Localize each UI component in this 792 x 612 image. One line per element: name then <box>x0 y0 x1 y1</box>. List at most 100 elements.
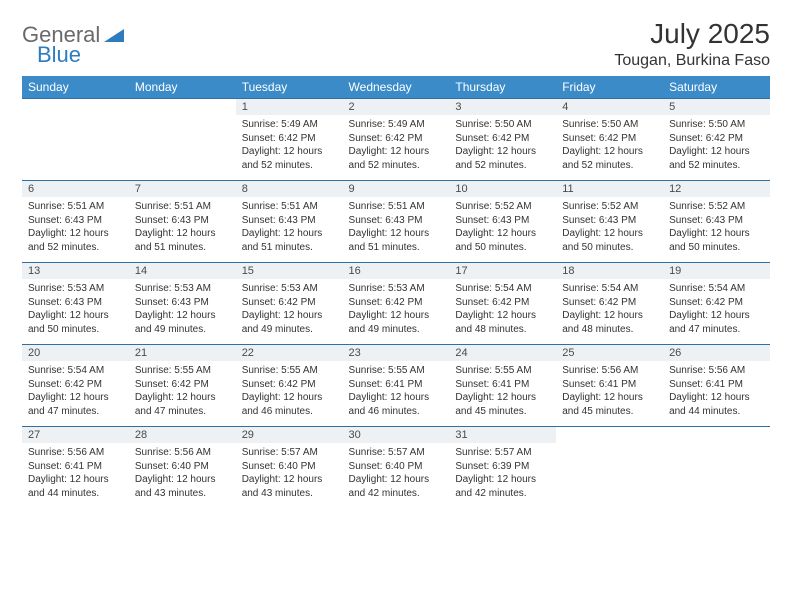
day-details: Sunrise: 5:57 AMSunset: 6:40 PMDaylight:… <box>343 443 450 504</box>
day-details: Sunrise: 5:50 AMSunset: 6:42 PMDaylight:… <box>663 115 770 176</box>
day-number: 4 <box>556 98 663 115</box>
location: Tougan, Burkina Faso <box>614 52 770 70</box>
day-number: 2 <box>343 98 450 115</box>
day-details: Sunrise: 5:51 AMSunset: 6:43 PMDaylight:… <box>236 197 343 258</box>
day-number: 8 <box>236 180 343 197</box>
day-number: 15 <box>236 262 343 279</box>
day-number: 29 <box>236 426 343 443</box>
calendar-cell: 22Sunrise: 5:55 AMSunset: 6:42 PMDayligh… <box>236 344 343 426</box>
calendar-cell: 6Sunrise: 5:51 AMSunset: 6:43 PMDaylight… <box>22 180 129 262</box>
day-number: 22 <box>236 344 343 361</box>
day-number: 1 <box>236 98 343 115</box>
day-details: Sunrise: 5:53 AMSunset: 6:42 PMDaylight:… <box>343 279 450 340</box>
calendar-row: 6Sunrise: 5:51 AMSunset: 6:43 PMDaylight… <box>22 180 770 262</box>
calendar-cell: 8Sunrise: 5:51 AMSunset: 6:43 PMDaylight… <box>236 180 343 262</box>
day-number: 21 <box>129 344 236 361</box>
day-details: Sunrise: 5:55 AMSunset: 6:42 PMDaylight:… <box>236 361 343 422</box>
day-details: Sunrise: 5:49 AMSunset: 6:42 PMDaylight:… <box>343 115 450 176</box>
calendar-cell: 10Sunrise: 5:52 AMSunset: 6:43 PMDayligh… <box>449 180 556 262</box>
day-number: 7 <box>129 180 236 197</box>
day-number: 23 <box>343 344 450 361</box>
calendar-cell: 13Sunrise: 5:53 AMSunset: 6:43 PMDayligh… <box>22 262 129 344</box>
calendar-cell: 16Sunrise: 5:53 AMSunset: 6:42 PMDayligh… <box>343 262 450 344</box>
weekday-header: Sunday <box>22 76 129 98</box>
day-number-empty <box>22 98 129 115</box>
day-number: 9 <box>343 180 450 197</box>
logo-blue-line: Blue <box>37 42 81 68</box>
day-details: Sunrise: 5:55 AMSunset: 6:42 PMDaylight:… <box>129 361 236 422</box>
calendar-row: 1Sunrise: 5:49 AMSunset: 6:42 PMDaylight… <box>22 98 770 180</box>
calendar-cell: 28Sunrise: 5:56 AMSunset: 6:40 PMDayligh… <box>129 426 236 512</box>
day-details: Sunrise: 5:51 AMSunset: 6:43 PMDaylight:… <box>129 197 236 258</box>
day-details: Sunrise: 5:53 AMSunset: 6:42 PMDaylight:… <box>236 279 343 340</box>
day-details: Sunrise: 5:49 AMSunset: 6:42 PMDaylight:… <box>236 115 343 176</box>
day-number: 13 <box>22 262 129 279</box>
day-number: 31 <box>449 426 556 443</box>
logo-triangle-icon <box>104 26 124 47</box>
day-number: 16 <box>343 262 450 279</box>
calendar-cell: 9Sunrise: 5:51 AMSunset: 6:43 PMDaylight… <box>343 180 450 262</box>
calendar-cell: 12Sunrise: 5:52 AMSunset: 6:43 PMDayligh… <box>663 180 770 262</box>
day-number-empty <box>663 426 770 443</box>
day-number: 19 <box>663 262 770 279</box>
day-details: Sunrise: 5:56 AMSunset: 6:41 PMDaylight:… <box>22 443 129 504</box>
day-number: 27 <box>22 426 129 443</box>
calendar-row: 20Sunrise: 5:54 AMSunset: 6:42 PMDayligh… <box>22 344 770 426</box>
weekday-header-row: SundayMondayTuesdayWednesdayThursdayFrid… <box>22 76 770 98</box>
day-number: 12 <box>663 180 770 197</box>
day-number: 14 <box>129 262 236 279</box>
calendar-cell <box>663 426 770 512</box>
day-number: 28 <box>129 426 236 443</box>
calendar-cell: 7Sunrise: 5:51 AMSunset: 6:43 PMDaylight… <box>129 180 236 262</box>
calendar-cell: 15Sunrise: 5:53 AMSunset: 6:42 PMDayligh… <box>236 262 343 344</box>
calendar-cell: 20Sunrise: 5:54 AMSunset: 6:42 PMDayligh… <box>22 344 129 426</box>
calendar-cell <box>22 98 129 180</box>
day-number: 17 <box>449 262 556 279</box>
day-details: Sunrise: 5:54 AMSunset: 6:42 PMDaylight:… <box>449 279 556 340</box>
calendar-cell <box>556 426 663 512</box>
day-number: 26 <box>663 344 770 361</box>
day-number: 18 <box>556 262 663 279</box>
weekday-header: Thursday <box>449 76 556 98</box>
day-number: 20 <box>22 344 129 361</box>
day-number-empty <box>556 426 663 443</box>
calendar-cell: 29Sunrise: 5:57 AMSunset: 6:40 PMDayligh… <box>236 426 343 512</box>
day-details: Sunrise: 5:54 AMSunset: 6:42 PMDaylight:… <box>663 279 770 340</box>
day-details: Sunrise: 5:52 AMSunset: 6:43 PMDaylight:… <box>663 197 770 258</box>
calendar-cell: 30Sunrise: 5:57 AMSunset: 6:40 PMDayligh… <box>343 426 450 512</box>
calendar-cell: 18Sunrise: 5:54 AMSunset: 6:42 PMDayligh… <box>556 262 663 344</box>
calendar-cell: 21Sunrise: 5:55 AMSunset: 6:42 PMDayligh… <box>129 344 236 426</box>
calendar-cell: 27Sunrise: 5:56 AMSunset: 6:41 PMDayligh… <box>22 426 129 512</box>
calendar-cell: 25Sunrise: 5:56 AMSunset: 6:41 PMDayligh… <box>556 344 663 426</box>
day-number-empty <box>129 98 236 115</box>
calendar-cell: 19Sunrise: 5:54 AMSunset: 6:42 PMDayligh… <box>663 262 770 344</box>
title-block: July 2025 Tougan, Burkina Faso <box>614 18 770 70</box>
calendar-row: 13Sunrise: 5:53 AMSunset: 6:43 PMDayligh… <box>22 262 770 344</box>
header: General July 2025 Tougan, Burkina Faso <box>22 18 770 70</box>
day-number: 10 <box>449 180 556 197</box>
weekday-header: Tuesday <box>236 76 343 98</box>
calendar-cell: 1Sunrise: 5:49 AMSunset: 6:42 PMDaylight… <box>236 98 343 180</box>
day-number: 11 <box>556 180 663 197</box>
month-title: July 2025 <box>614 18 770 50</box>
weekday-header: Wednesday <box>343 76 450 98</box>
calendar-cell: 24Sunrise: 5:55 AMSunset: 6:41 PMDayligh… <box>449 344 556 426</box>
weekday-header: Monday <box>129 76 236 98</box>
day-details: Sunrise: 5:55 AMSunset: 6:41 PMDaylight:… <box>343 361 450 422</box>
day-details: Sunrise: 5:52 AMSunset: 6:43 PMDaylight:… <box>556 197 663 258</box>
calendar-cell: 31Sunrise: 5:57 AMSunset: 6:39 PMDayligh… <box>449 426 556 512</box>
day-details: Sunrise: 5:56 AMSunset: 6:41 PMDaylight:… <box>663 361 770 422</box>
weekday-header: Saturday <box>663 76 770 98</box>
calendar-cell: 3Sunrise: 5:50 AMSunset: 6:42 PMDaylight… <box>449 98 556 180</box>
calendar-table: SundayMondayTuesdayWednesdayThursdayFrid… <box>22 76 770 512</box>
day-details: Sunrise: 5:51 AMSunset: 6:43 PMDaylight:… <box>343 197 450 258</box>
calendar-cell: 11Sunrise: 5:52 AMSunset: 6:43 PMDayligh… <box>556 180 663 262</box>
day-details: Sunrise: 5:50 AMSunset: 6:42 PMDaylight:… <box>449 115 556 176</box>
day-details: Sunrise: 5:55 AMSunset: 6:41 PMDaylight:… <box>449 361 556 422</box>
day-details: Sunrise: 5:54 AMSunset: 6:42 PMDaylight:… <box>22 361 129 422</box>
calendar-cell: 17Sunrise: 5:54 AMSunset: 6:42 PMDayligh… <box>449 262 556 344</box>
calendar-row: 27Sunrise: 5:56 AMSunset: 6:41 PMDayligh… <box>22 426 770 512</box>
day-details: Sunrise: 5:53 AMSunset: 6:43 PMDaylight:… <box>22 279 129 340</box>
calendar-cell: 5Sunrise: 5:50 AMSunset: 6:42 PMDaylight… <box>663 98 770 180</box>
day-details: Sunrise: 5:57 AMSunset: 6:40 PMDaylight:… <box>236 443 343 504</box>
